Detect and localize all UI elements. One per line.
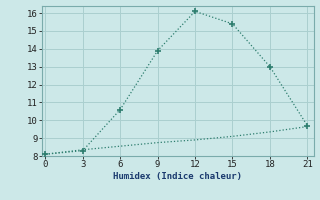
X-axis label: Humidex (Indice chaleur): Humidex (Indice chaleur)	[113, 172, 242, 181]
